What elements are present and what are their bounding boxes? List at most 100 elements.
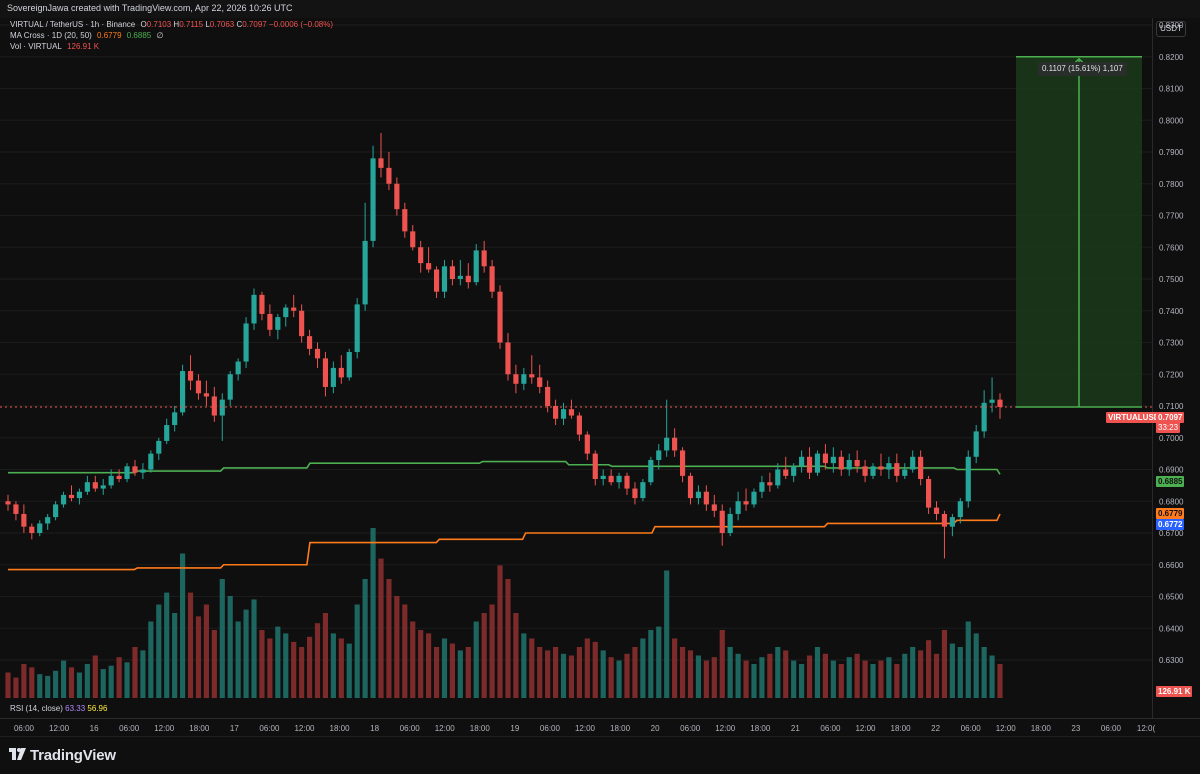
legend-rsi-row[interactable]: RSI (14, close) 63.33 56.96 — [10, 704, 107, 713]
volume-bar — [457, 650, 463, 698]
volume-bar — [759, 657, 765, 698]
legend-open: 0.7103 — [146, 20, 172, 29]
volume-bar — [648, 630, 654, 698]
candle-body — [426, 263, 432, 270]
chart-area[interactable] — [0, 18, 1152, 718]
volume-bar — [949, 643, 955, 698]
legend-vol-row[interactable]: Vol · VIRTUAL 126.91 K — [10, 42, 102, 51]
volume-bar — [402, 604, 408, 698]
candle-body — [418, 247, 424, 264]
time-axis[interactable]: 06:00 12:00 16 06:00 12:00 18:00 17 06:00 12:00 1… — [0, 718, 1200, 737]
price-chart[interactable] — [0, 18, 1152, 718]
volume-bar — [433, 647, 440, 698]
volume-bar — [299, 647, 305, 698]
legend-ma-fast: 0.6779 — [97, 31, 122, 40]
candle-body — [711, 504, 717, 511]
volume-bar — [473, 621, 479, 698]
candle-body — [775, 469, 781, 486]
volume-bar — [735, 653, 741, 698]
countdown-tag: 33:23 — [1156, 422, 1181, 433]
candle-body — [886, 463, 892, 470]
time-tick-label: 06:00 — [820, 724, 841, 733]
time-tick-label: 23 — [1071, 724, 1080, 733]
time-tick-label: 12:00 — [294, 724, 315, 733]
volume-bar — [521, 633, 527, 698]
candle-body — [513, 374, 519, 384]
volume-bar — [418, 630, 424, 698]
volume-bar — [846, 657, 852, 698]
volume-bar — [656, 626, 662, 698]
candle-body — [441, 266, 448, 292]
volume-tag: 126.91 K — [1156, 686, 1193, 697]
candle-body — [743, 501, 749, 505]
candle-body — [124, 466, 130, 480]
volume-bar — [624, 653, 630, 698]
measure-label[interactable]: 0.1107 (15.61%) 1,107 — [1038, 62, 1127, 76]
time-tick-label: 21 — [791, 724, 800, 733]
time-tick-label: 12:00 — [154, 724, 175, 733]
volume-bar — [505, 579, 511, 698]
currency-selector[interactable]: USDT — [1156, 21, 1186, 37]
candle-body — [862, 466, 868, 476]
time-tick-label: 20 — [651, 724, 660, 733]
price-tick-label: 0.8300 — [1159, 21, 1184, 30]
price-tick-label: 0.6300 — [1159, 656, 1184, 665]
candle-body — [608, 475, 614, 483]
candle-body — [759, 482, 765, 492]
volume-bar — [92, 655, 98, 698]
candle-body — [346, 352, 352, 378]
candle-body — [267, 313, 273, 330]
volume-bar — [283, 633, 289, 698]
candle-body — [846, 459, 852, 470]
legend-ma-row[interactable]: MA Cross · 1D (20, 50) 0.6779 0.6885 ∅ — [10, 31, 166, 40]
candle-body — [497, 291, 503, 343]
candle-body — [195, 380, 202, 394]
price-tick-label: 0.7700 — [1159, 212, 1184, 221]
volume-bar — [878, 660, 884, 698]
time-tick-label: 22 — [931, 724, 940, 733]
candle-body — [76, 491, 83, 499]
legend-high-label: H — [173, 20, 180, 29]
candle-body — [822, 453, 828, 464]
candle-body — [664, 437, 670, 451]
volume-bar — [211, 630, 217, 698]
price-tick-label: 0.7600 — [1159, 243, 1184, 252]
volume-bar — [338, 638, 344, 698]
candle-body — [45, 517, 51, 524]
candle-body — [211, 396, 217, 416]
volume-bar — [68, 667, 75, 698]
candle-body — [5, 501, 11, 505]
volume-bar — [600, 650, 606, 698]
price-tick-label: 0.7800 — [1159, 180, 1184, 189]
time-tick-label: 06:00 — [400, 724, 421, 733]
candle-body — [997, 399, 1003, 407]
candle-body — [243, 323, 249, 362]
volume-bar — [45, 675, 51, 698]
volume-bar — [346, 643, 352, 698]
candle-body — [378, 158, 384, 168]
candle-body — [703, 491, 709, 505]
candle-body — [695, 491, 702, 499]
volume-bar — [640, 638, 646, 698]
legend-symbol: VIRTUAL / TetherUS · 1h · Binance — [10, 20, 136, 29]
volume-bar — [791, 660, 797, 698]
time-tick-label: 18:00 — [750, 724, 771, 733]
price-tick-label: 0.6500 — [1159, 593, 1184, 602]
candle-body — [814, 453, 821, 473]
candle-body — [870, 466, 876, 476]
legend-high: 0.7115 — [179, 20, 204, 29]
volume-bar — [386, 579, 392, 698]
volume-bar — [941, 630, 948, 698]
legend-close-label: C — [236, 20, 243, 29]
volume-bar — [394, 596, 400, 698]
legend-open-label: O — [140, 20, 147, 29]
candle-body — [616, 475, 622, 483]
volume-bar — [449, 643, 455, 698]
volume-bar — [330, 633, 336, 698]
price-axis[interactable]: 0.8300 0.8200 0.8100 0.8000 0.7900 0.7800 0.77… — [1152, 18, 1200, 718]
candle-body — [68, 494, 75, 499]
price-tick-label: 0.6600 — [1159, 561, 1184, 570]
candle-body — [251, 294, 257, 324]
candle-body — [394, 183, 400, 210]
volume-bar — [576, 647, 582, 698]
